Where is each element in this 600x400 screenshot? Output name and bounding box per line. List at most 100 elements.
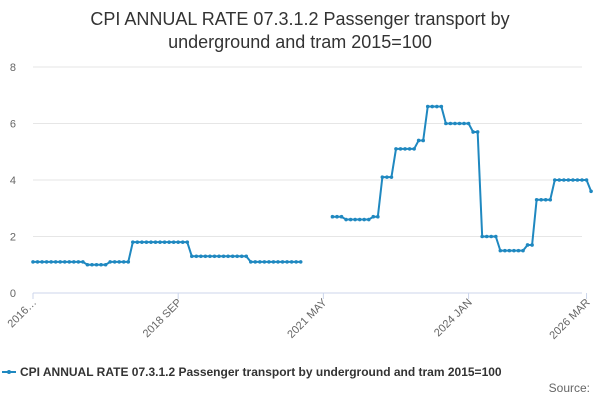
data-point[interactable] bbox=[117, 260, 122, 264]
data-point[interactable] bbox=[348, 217, 353, 222]
data-point[interactable] bbox=[471, 130, 475, 134]
data-point[interactable] bbox=[335, 214, 339, 219]
data-point[interactable] bbox=[235, 254, 239, 259]
data-point[interactable] bbox=[162, 240, 167, 244]
data-point[interactable] bbox=[226, 254, 230, 259]
data-point[interactable] bbox=[453, 121, 457, 126]
data-point[interactable] bbox=[62, 260, 67, 264]
data-point[interactable] bbox=[362, 217, 367, 222]
data-point[interactable] bbox=[112, 260, 117, 264]
data-point[interactable] bbox=[580, 178, 584, 182]
data-point[interactable] bbox=[543, 197, 548, 202]
data-point[interactable] bbox=[208, 254, 212, 259]
data-point[interactable] bbox=[394, 147, 398, 151]
data-point[interactable] bbox=[484, 234, 489, 239]
data-point[interactable] bbox=[403, 147, 407, 151]
data-point[interactable] bbox=[190, 254, 194, 259]
data-point[interactable] bbox=[40, 260, 44, 264]
data-point[interactable] bbox=[217, 254, 221, 259]
data-point[interactable] bbox=[180, 240, 185, 244]
data-point[interactable] bbox=[239, 254, 244, 259]
data-point[interactable] bbox=[49, 260, 53, 264]
data-point[interactable] bbox=[466, 121, 471, 126]
data-point[interactable] bbox=[99, 262, 103, 267]
data-point[interactable] bbox=[72, 260, 76, 264]
data-point[interactable] bbox=[489, 234, 494, 239]
data-point[interactable] bbox=[90, 262, 94, 267]
data-point[interactable] bbox=[280, 260, 285, 264]
data-point[interactable] bbox=[81, 260, 85, 264]
data-point[interactable] bbox=[44, 260, 49, 264]
data-point[interactable] bbox=[512, 248, 516, 253]
data-point[interactable] bbox=[248, 260, 253, 264]
data-point[interactable] bbox=[76, 260, 81, 264]
data-point[interactable] bbox=[380, 175, 385, 179]
data-point[interactable] bbox=[144, 240, 149, 244]
data-point[interactable] bbox=[58, 260, 63, 264]
data-point[interactable] bbox=[262, 260, 267, 264]
data-point[interactable] bbox=[366, 217, 371, 222]
data-point[interactable] bbox=[267, 260, 271, 264]
data-point[interactable] bbox=[271, 260, 276, 264]
data-point[interactable] bbox=[516, 248, 521, 253]
data-point[interactable] bbox=[425, 104, 430, 109]
source-credit[interactable]: Source: bbox=[549, 381, 590, 395]
data-point[interactable] bbox=[176, 240, 180, 244]
data-point[interactable] bbox=[199, 254, 203, 259]
data-point[interactable] bbox=[221, 254, 226, 259]
data-point[interactable] bbox=[153, 240, 158, 244]
data-point[interactable] bbox=[212, 254, 217, 259]
data-point[interactable] bbox=[448, 121, 453, 126]
data-point[interactable] bbox=[376, 214, 380, 219]
data-point[interactable] bbox=[330, 214, 335, 219]
data-point[interactable] bbox=[53, 260, 58, 264]
data-point[interactable] bbox=[457, 121, 462, 126]
data-point[interactable] bbox=[571, 178, 575, 182]
series-line[interactable] bbox=[332, 105, 592, 252]
data-point[interactable] bbox=[194, 254, 199, 259]
data-point[interactable] bbox=[439, 104, 444, 109]
data-point[interactable] bbox=[108, 260, 112, 264]
data-point[interactable] bbox=[298, 260, 303, 264]
data-point[interactable] bbox=[285, 260, 289, 264]
data-point[interactable] bbox=[67, 260, 72, 264]
data-point[interactable] bbox=[121, 260, 126, 264]
data-point[interactable] bbox=[167, 240, 171, 244]
data-point[interactable] bbox=[584, 178, 589, 182]
data-point[interactable] bbox=[475, 130, 480, 134]
data-point[interactable] bbox=[258, 260, 262, 264]
data-point[interactable] bbox=[566, 178, 571, 182]
data-point[interactable] bbox=[575, 178, 580, 182]
data-point[interactable] bbox=[462, 121, 466, 126]
data-point[interactable] bbox=[444, 121, 448, 126]
data-point[interactable] bbox=[530, 243, 534, 247]
data-point[interactable] bbox=[344, 217, 348, 222]
data-point[interactable] bbox=[398, 147, 403, 151]
data-point[interactable] bbox=[276, 260, 280, 264]
data-point[interactable] bbox=[149, 240, 153, 244]
data-point[interactable] bbox=[412, 147, 416, 151]
data-point[interactable] bbox=[353, 217, 357, 222]
data-point[interactable] bbox=[539, 197, 543, 202]
data-point[interactable] bbox=[552, 178, 557, 182]
data-point[interactable] bbox=[35, 260, 40, 264]
data-point[interactable] bbox=[230, 254, 235, 259]
data-point[interactable] bbox=[493, 234, 498, 239]
data-point[interactable] bbox=[339, 214, 344, 219]
data-point[interactable] bbox=[171, 240, 176, 244]
data-point[interactable] bbox=[371, 214, 376, 219]
data-point[interactable] bbox=[507, 248, 512, 253]
data-point[interactable] bbox=[421, 138, 426, 143]
data-point[interactable] bbox=[589, 189, 593, 194]
data-point[interactable] bbox=[85, 262, 90, 267]
data-point[interactable] bbox=[185, 240, 190, 244]
data-point[interactable] bbox=[498, 248, 503, 253]
data-point[interactable] bbox=[135, 240, 140, 244]
data-point[interactable] bbox=[126, 260, 131, 264]
data-point[interactable] bbox=[416, 138, 421, 143]
data-point[interactable] bbox=[385, 175, 389, 179]
data-point[interactable] bbox=[521, 248, 525, 253]
data-point[interactable] bbox=[548, 197, 553, 202]
data-point[interactable] bbox=[158, 240, 162, 244]
data-point[interactable] bbox=[562, 178, 566, 182]
